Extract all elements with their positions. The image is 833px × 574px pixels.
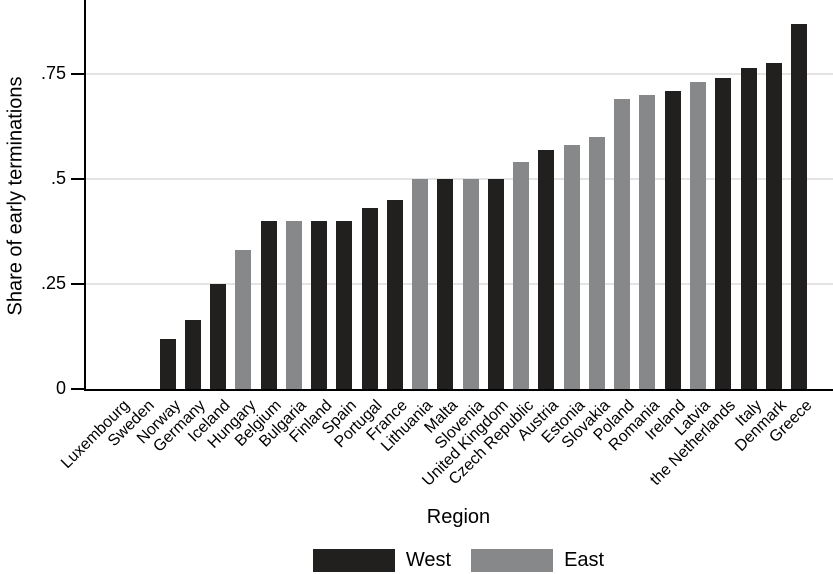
bar-malta <box>437 179 453 389</box>
legend: West East <box>84 549 833 572</box>
bar-estonia <box>564 145 580 389</box>
x-axis-title-text: Region <box>426 506 491 528</box>
y-tick-mark <box>71 283 84 285</box>
bar-denmark <box>766 63 782 389</box>
west-label: West <box>405 549 452 571</box>
bar-greece <box>791 24 807 389</box>
bar-belgium <box>261 221 277 389</box>
y-tick-mark <box>71 178 84 180</box>
y-tick-mark <box>71 73 84 75</box>
y-tick-label-text: .5 <box>50 168 66 189</box>
bar-united-kingdom <box>488 179 504 389</box>
west-swatch <box>312 549 395 572</box>
bar-bulgaria <box>286 221 302 389</box>
y-axis-title-text: Share of early terminations <box>4 76 27 316</box>
bar-hungary <box>235 250 251 389</box>
bar-italy <box>741 68 757 389</box>
bar-czech-republic <box>513 162 529 389</box>
y-tick-label-text: 0 <box>55 378 66 399</box>
bar-slovenia <box>463 179 479 389</box>
bar-france <box>387 200 403 389</box>
legend-item-west: West <box>312 549 452 572</box>
bar-norway <box>160 339 176 389</box>
bar-lithuania <box>412 179 428 389</box>
bar-finland <box>311 221 327 389</box>
gridline <box>86 178 833 180</box>
bar-austria <box>538 150 554 389</box>
bar-iceland <box>210 284 226 389</box>
y-tick-label-text: .25 <box>40 273 66 294</box>
y-tick-label-text: .75 <box>40 63 66 84</box>
bar-the-netherlands <box>715 78 731 389</box>
bar-portugal <box>362 208 378 389</box>
x-axis-title: Region <box>84 506 833 529</box>
bar-ireland <box>665 91 681 389</box>
bar-poland <box>614 99 630 389</box>
bar-romania <box>639 95 655 389</box>
east-swatch <box>471 549 554 572</box>
bar-slovakia <box>589 137 605 389</box>
legend-item-east: East <box>471 549 604 572</box>
y-tick-mark <box>71 388 84 390</box>
east-label: East <box>564 549 605 571</box>
bar-spain <box>336 221 352 389</box>
gridline <box>86 283 833 285</box>
gridline <box>86 73 833 75</box>
plot-area <box>84 0 833 391</box>
bar-germany <box>185 320 201 389</box>
bar-latvia <box>690 82 706 389</box>
